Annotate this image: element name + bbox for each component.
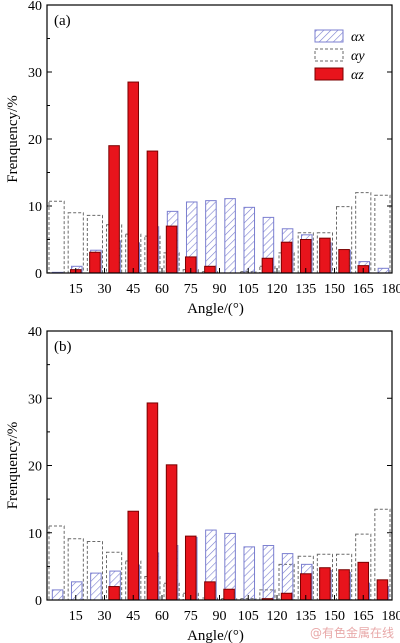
- legend-label: αz: [351, 68, 364, 83]
- x-tick-label: 135: [295, 609, 316, 624]
- bar-hatched-1: [51, 589, 64, 601]
- y-tick-label: 30: [28, 66, 42, 81]
- bar-dashed-16: [336, 206, 353, 274]
- chart-panel-a: 0 10 20 30 40 15 30 45 60 75 90 105 120 135 150 165 180 A…: [5, 0, 400, 317]
- bar-filled-10: [223, 588, 235, 601]
- x-tick-label: 75: [184, 609, 198, 624]
- bar-hatched-9: [205, 200, 217, 274]
- bar-filled-6: [146, 150, 159, 274]
- bar-filled-3: [89, 251, 101, 274]
- bar-hatched-11: [243, 206, 256, 274]
- y-tick-label: 40: [28, 325, 42, 340]
- panel-label: (a): [54, 13, 71, 29]
- plot-frame: [46, 4, 393, 274]
- plot-frame: [46, 330, 393, 601]
- bar-hatched-2: [70, 581, 83, 601]
- bar-hatched-3: [90, 572, 102, 601]
- legend-label: αx: [351, 30, 365, 45]
- x-axis-label: Angle/(°): [187, 628, 244, 643]
- bar-filled-16: [338, 249, 350, 274]
- x-tick-label: 150: [324, 282, 345, 297]
- bar-filled-12: [261, 257, 274, 274]
- panel-label: (b): [54, 339, 72, 355]
- bar-filled-15: [319, 567, 331, 601]
- bar-filled-7: [165, 464, 178, 601]
- bar-hatched-11: [243, 546, 256, 601]
- y-tick-label: 20: [28, 133, 42, 148]
- bar-filled-5: [127, 510, 140, 601]
- x-tick-label: 30: [98, 609, 112, 624]
- bar-dashed-16: [336, 553, 353, 601]
- watermark-text: @有色金属在线: [309, 626, 394, 640]
- bar-filled-6: [146, 402, 159, 601]
- bar-filled-16: [338, 569, 350, 601]
- y-tick-label: 0: [35, 594, 42, 609]
- y-tick-label: 10: [28, 527, 42, 542]
- bar-filled-14: [299, 239, 312, 274]
- bar-filled-13: [280, 592, 293, 601]
- x-tick-label: 75: [184, 282, 198, 297]
- bar-filled-9: [204, 265, 216, 274]
- y-tick-label: 40: [28, 0, 42, 14]
- bar-dashed-17: [355, 533, 372, 601]
- y-tick-label: 30: [28, 392, 42, 407]
- x-tick-label: 135: [295, 282, 316, 297]
- x-tick-label: 105: [238, 282, 259, 297]
- x-axis-label: Angle/(°): [187, 301, 244, 317]
- chart-panel-b: 0 10 20 30 40 15 30 45 60 75 90 105 120 135 150 165 180 A…: [5, 325, 400, 643]
- y-axis-label: Frenquency/%: [5, 422, 21, 509]
- x-tick-label: 180: [382, 609, 400, 624]
- bar-dashed-18: [374, 194, 391, 274]
- x-tick-label: 15: [69, 609, 83, 624]
- bar-dashed-18: [374, 508, 391, 601]
- y-tick-label: 20: [28, 460, 42, 475]
- bar-filled-13: [280, 241, 293, 274]
- x-tick-label: 30: [98, 282, 112, 297]
- bar-dashed-2: [67, 538, 84, 601]
- bar-filled-9: [204, 581, 216, 601]
- x-tick-label: 105: [238, 609, 259, 624]
- x-tick-label: 15: [69, 282, 83, 297]
- y-tick-label: 0: [35, 267, 42, 282]
- bar-hatched-10: [224, 198, 236, 274]
- bar-dashed-1: [48, 200, 65, 274]
- x-tick-label: 45: [126, 609, 140, 624]
- bar-dashed-17: [355, 192, 372, 274]
- bar-hatched-18: [377, 267, 390, 274]
- bar-filled-8: [184, 535, 197, 601]
- legend-swatch-dashed: [314, 48, 344, 62]
- legend-swatch-hatched: [314, 29, 344, 43]
- bar-filled-15: [319, 237, 331, 274]
- x-tick-label: 45: [126, 282, 140, 297]
- bar-dashed-2: [67, 212, 84, 274]
- bar-filled-4: [108, 586, 120, 601]
- bar-hatched-12: [262, 545, 275, 601]
- legend-swatch-filled: [314, 67, 344, 81]
- bar-filled-5: [127, 81, 140, 274]
- x-tick-label: 60: [155, 609, 169, 624]
- bar-dashed-15: [316, 553, 334, 601]
- x-tick-label: 90: [213, 282, 227, 297]
- legend: αx αy αz: [314, 29, 365, 83]
- bar-filled-17: [357, 561, 370, 601]
- x-tick-label: 165: [353, 282, 374, 297]
- x-tick-label: 60: [155, 282, 169, 297]
- bar-filled-7: [165, 225, 178, 274]
- bar-filled-18: [376, 579, 389, 601]
- x-tick-label: 120: [267, 282, 288, 297]
- y-axis-label: Frenquency/%: [5, 95, 21, 182]
- x-tick-label: 150: [324, 609, 345, 624]
- bar-filled-4: [108, 145, 120, 274]
- legend-label: αy: [351, 49, 365, 64]
- x-tick-label: 180: [382, 282, 400, 297]
- y-tick-label: 10: [28, 200, 42, 215]
- bar-dashed-1: [48, 525, 65, 601]
- x-tick-label: 165: [353, 609, 374, 624]
- x-tick-label: 120: [267, 609, 288, 624]
- x-tick-label: 90: [213, 609, 227, 624]
